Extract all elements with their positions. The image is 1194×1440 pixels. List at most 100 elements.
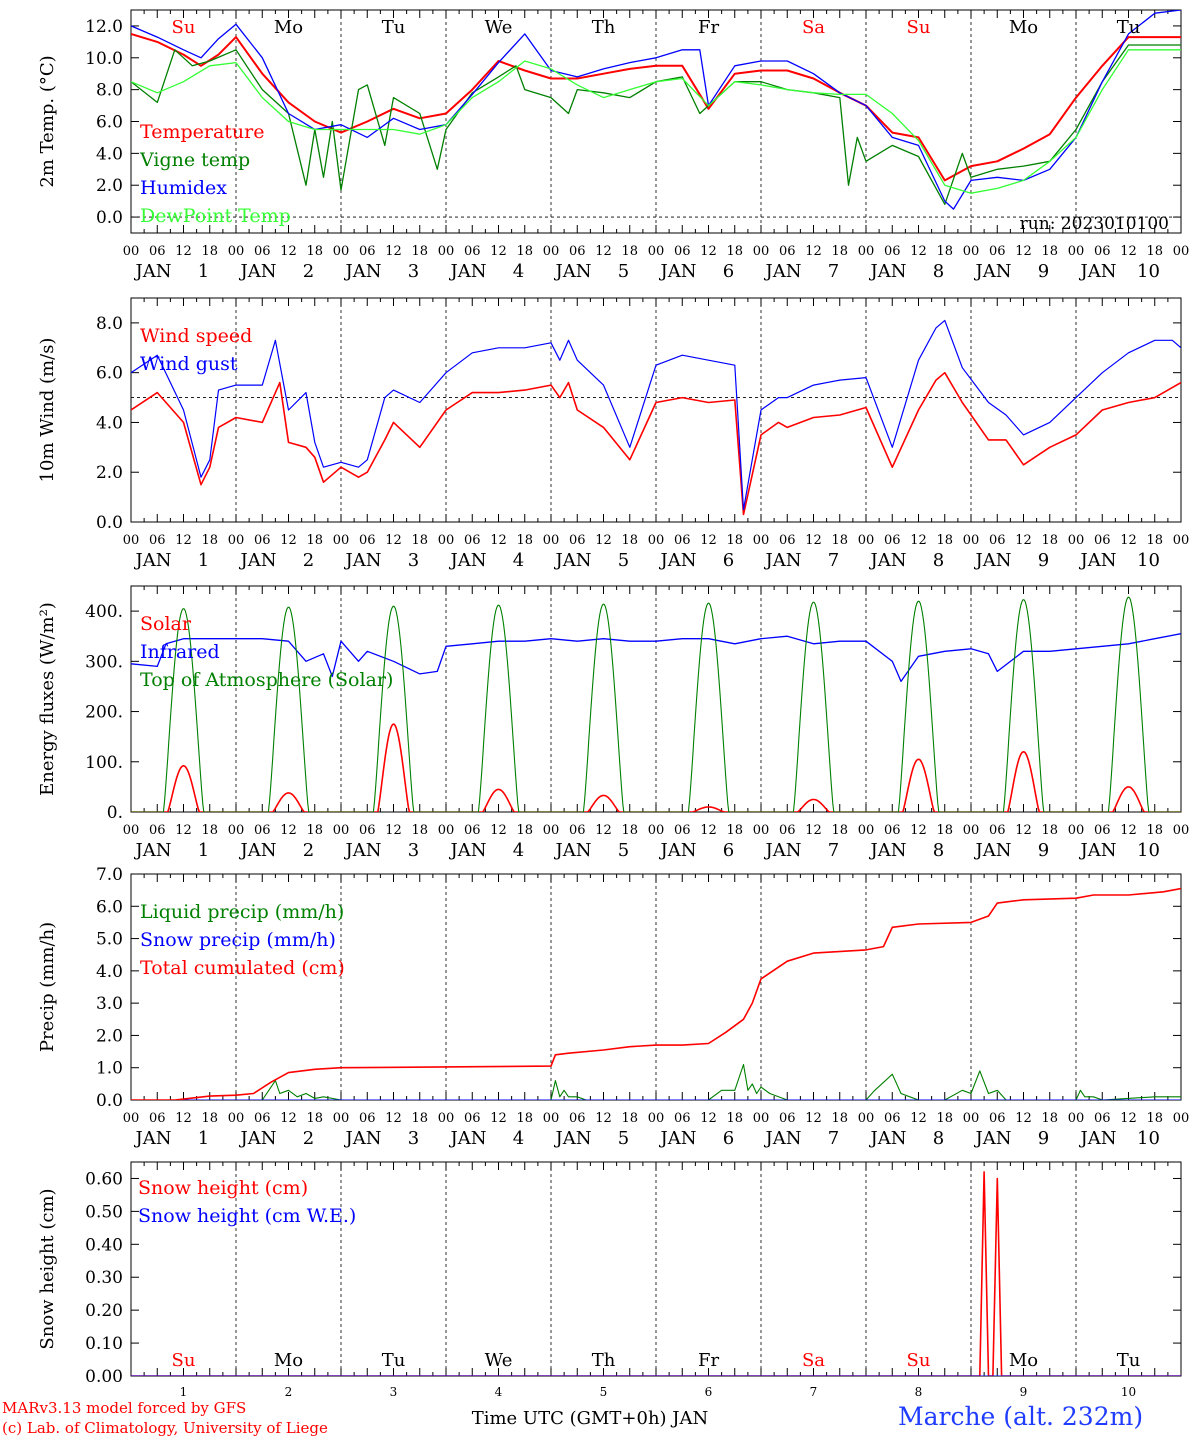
- month-label: JAN: [1079, 550, 1117, 571]
- day-label: 5: [618, 840, 629, 861]
- hour-tick-label: 12: [280, 1111, 297, 1126]
- hour-tick-label: 12: [1120, 1111, 1137, 1126]
- hour-tick-label: 00: [858, 533, 875, 548]
- hour-tick-label: 06: [1094, 244, 1111, 259]
- series-line: [131, 596, 1181, 812]
- day-label: 3: [408, 261, 419, 282]
- day-label: 5: [618, 261, 629, 282]
- hour-tick-label: 18: [1146, 823, 1163, 838]
- x-axis-label: Time UTC (GMT+0h) JAN: [472, 1408, 709, 1429]
- hour-tick-label: 06: [464, 1111, 481, 1126]
- hour-tick-label: 06: [359, 823, 376, 838]
- day-number-label: 10: [1121, 1385, 1136, 1399]
- hour-tick-label: 00: [438, 823, 455, 838]
- day-number-label: 2: [285, 1385, 293, 1399]
- weekday-label: Mo: [274, 17, 303, 38]
- hour-tick-label: 06: [149, 1111, 166, 1126]
- day-number-label: 4: [495, 1385, 503, 1399]
- hour-tick-label: 18: [201, 823, 218, 838]
- legend-entry: Wind speed: [140, 325, 252, 347]
- hour-tick-label: 06: [464, 533, 481, 548]
- month-label: JAN: [554, 550, 592, 571]
- hour-tick-label: 06: [569, 823, 586, 838]
- month-label: JAN: [974, 261, 1012, 282]
- month-label: JAN: [239, 550, 277, 571]
- hour-tick-label: 12: [595, 823, 612, 838]
- day-label: 8: [933, 261, 944, 282]
- hour-tick-label: 18: [726, 533, 743, 548]
- month-label: JAN: [1079, 1128, 1117, 1149]
- day-label: 1: [198, 261, 209, 282]
- month-label: JAN: [449, 840, 487, 861]
- hour-tick-label: 00: [333, 1111, 350, 1126]
- day-label: 3: [408, 1128, 419, 1149]
- hour-tick-label: 12: [1015, 244, 1032, 259]
- legend-entry: Snow height (cm): [138, 1177, 308, 1199]
- hour-tick-label: 06: [149, 244, 166, 259]
- series-line: [131, 32, 1181, 182]
- hour-tick-label: 06: [779, 823, 796, 838]
- hour-tick-label: 12: [385, 1111, 402, 1126]
- lab-credit: (c) Lab. of Climatology, University of L…: [2, 1419, 328, 1437]
- weekday-label: Sa: [802, 1350, 825, 1371]
- hour-tick-label: 18: [1041, 244, 1058, 259]
- hour-tick-label: 00: [438, 244, 455, 259]
- series-line: [131, 1063, 1181, 1100]
- y-tick-label: 2.0: [96, 1026, 123, 1046]
- hour-tick-label: 12: [385, 533, 402, 548]
- month-label: JAN: [974, 550, 1012, 571]
- hour-tick-label: 06: [254, 823, 271, 838]
- station-title: Marche (alt. 232m): [898, 1402, 1144, 1431]
- hour-tick-label: 00: [228, 823, 245, 838]
- day-label: 9: [1038, 1128, 1049, 1149]
- hour-tick-label: 06: [674, 1111, 691, 1126]
- hour-tick-label: 06: [254, 244, 271, 259]
- legend-entry: Liquid precip (mm/h): [140, 901, 344, 923]
- y-tick-label: 6.0: [96, 364, 123, 384]
- hour-tick-label: 18: [936, 823, 953, 838]
- month-label: JAN: [239, 1128, 277, 1149]
- series-line: [131, 633, 1181, 683]
- hour-tick-label: 06: [569, 533, 586, 548]
- weekday-label: Tu: [382, 1350, 406, 1371]
- hour-tick-label: 00: [123, 244, 140, 259]
- weekday-label: Th: [592, 17, 616, 38]
- hour-tick-label: 12: [175, 533, 192, 548]
- run-label: run: 2023010100: [1020, 214, 1169, 234]
- month-label: JAN: [764, 261, 802, 282]
- y-tick-label: 3.0: [96, 994, 123, 1014]
- hour-tick-label: 06: [674, 823, 691, 838]
- hour-tick-label: 12: [700, 823, 717, 838]
- y-tick-label: 0.0: [96, 513, 123, 533]
- hour-tick-label: 18: [411, 823, 428, 838]
- day-number-label: 3: [390, 1385, 398, 1399]
- month-label: JAN: [134, 840, 172, 861]
- weekday-label: Fr: [698, 1350, 719, 1371]
- y-tick-label: 2.0: [96, 463, 123, 483]
- y-tick-label: 300.: [85, 652, 123, 672]
- hour-tick-label: 12: [1015, 1111, 1032, 1126]
- series-line: [131, 319, 1181, 511]
- day-label: 3: [408, 840, 419, 861]
- weekday-label: Su: [172, 1350, 196, 1371]
- hour-tick-label: 00: [648, 533, 665, 548]
- month-label: JAN: [659, 550, 697, 571]
- series-line: [131, 1171, 1181, 1376]
- hour-tick-label: 18: [201, 244, 218, 259]
- hour-tick-label: 12: [910, 244, 927, 259]
- hour-tick-label: 12: [910, 533, 927, 548]
- month-label: JAN: [869, 261, 907, 282]
- hour-tick-label: 18: [306, 1111, 323, 1126]
- day-label: 8: [933, 550, 944, 571]
- legend-entry: Vigne temp: [139, 149, 250, 171]
- day-label: 4: [513, 261, 524, 282]
- day-label: 6: [723, 261, 734, 282]
- y-tick-label: 0.00: [85, 1367, 123, 1387]
- day-label: 2: [303, 550, 314, 571]
- hour-tick-label: 18: [306, 244, 323, 259]
- day-label: 10: [1137, 840, 1160, 861]
- y-tick-label: 0.: [107, 803, 123, 823]
- hour-tick-label: 12: [490, 1111, 507, 1126]
- month-label: JAN: [974, 840, 1012, 861]
- hour-tick-label: 18: [621, 533, 638, 548]
